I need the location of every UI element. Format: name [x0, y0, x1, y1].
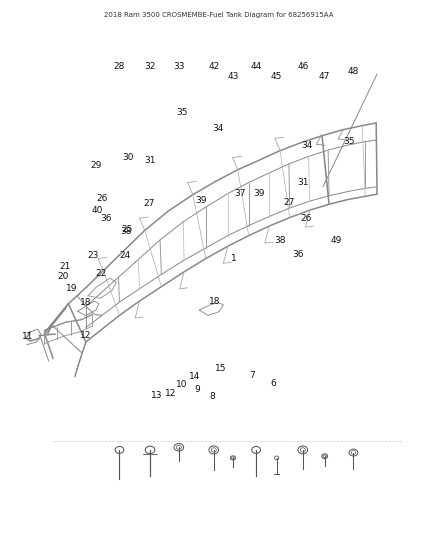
Text: 8: 8: [209, 392, 215, 401]
Text: 13: 13: [151, 391, 163, 400]
Text: 39: 39: [195, 196, 206, 205]
Text: 34: 34: [301, 141, 313, 150]
Text: 48: 48: [348, 67, 359, 76]
Text: 29: 29: [90, 161, 102, 170]
Text: 27: 27: [144, 199, 155, 208]
Text: 46: 46: [297, 62, 308, 71]
Text: 44: 44: [251, 62, 262, 71]
Text: 10: 10: [176, 380, 187, 389]
Text: 34: 34: [212, 124, 224, 133]
Text: 20: 20: [57, 272, 68, 280]
Text: 12: 12: [80, 331, 92, 340]
Text: 40: 40: [92, 206, 103, 215]
Text: 35: 35: [176, 108, 187, 117]
Text: 33: 33: [173, 62, 184, 71]
Text: 22: 22: [95, 269, 107, 278]
Text: 7: 7: [249, 371, 254, 380]
Text: 38: 38: [121, 228, 132, 237]
Text: 19: 19: [66, 284, 78, 293]
Text: 35: 35: [343, 137, 355, 146]
Text: 49: 49: [330, 237, 342, 246]
Text: 2018 Ram 3500 CROSMEMBE-Fuel Tank Diagram for 68256915AA: 2018 Ram 3500 CROSMEMBE-Fuel Tank Diagra…: [104, 12, 334, 19]
Text: 30: 30: [123, 153, 134, 162]
Text: 11: 11: [22, 332, 34, 341]
Text: 18: 18: [209, 296, 220, 305]
Text: 15: 15: [215, 364, 227, 373]
Text: 28: 28: [114, 62, 125, 71]
Text: 26: 26: [96, 194, 108, 203]
Text: 12: 12: [165, 389, 177, 398]
Text: 27: 27: [283, 198, 294, 207]
Text: 1: 1: [231, 254, 237, 263]
Text: 32: 32: [145, 62, 155, 71]
Text: 18: 18: [80, 298, 92, 307]
Text: 37: 37: [234, 189, 246, 198]
Text: 24: 24: [120, 252, 131, 260]
Text: 36: 36: [101, 214, 112, 223]
Text: 23: 23: [88, 252, 99, 260]
Text: 47: 47: [319, 71, 330, 80]
Text: 25: 25: [122, 225, 133, 234]
Text: 38: 38: [274, 237, 286, 246]
Text: 21: 21: [60, 262, 71, 271]
Text: 45: 45: [271, 71, 283, 80]
Text: 14: 14: [189, 372, 201, 381]
Text: 31: 31: [144, 156, 156, 165]
Text: 36: 36: [293, 251, 304, 260]
Text: 43: 43: [227, 71, 239, 80]
Text: 26: 26: [300, 214, 312, 223]
Text: 6: 6: [271, 379, 276, 388]
Text: 42: 42: [208, 62, 219, 71]
Text: 39: 39: [254, 189, 265, 198]
Text: 9: 9: [194, 385, 200, 394]
Text: 31: 31: [297, 178, 309, 187]
